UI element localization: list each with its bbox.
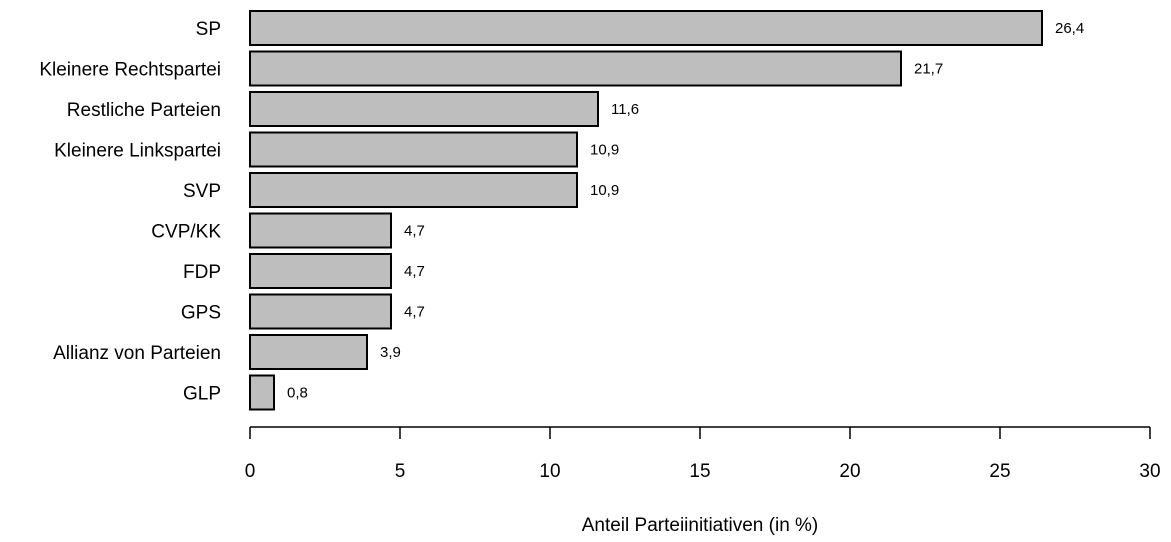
- bar-kleinere-linkspartei: [249, 131, 578, 168]
- x-tick-label-20: 20: [839, 461, 860, 482]
- category-label-cvp-kk: CVP/KK: [151, 222, 221, 243]
- x-axis-title: Anteil Parteiinitiativen (in %): [582, 515, 819, 536]
- category-labels: SP Kleinere Rechtspartei Restliche Parteie…: [39, 19, 221, 405]
- value-label-kleinere-linkspartei: 10,9: [590, 142, 619, 159]
- value-label-cvp-kk: 4,7: [404, 223, 425, 240]
- bar-sp: [249, 10, 1043, 46]
- x-tick-label-5: 5: [395, 461, 406, 482]
- bars-layer: [249, 10, 1043, 411]
- x-tick-label-25: 25: [989, 461, 1010, 482]
- bar-glp: [249, 374, 275, 411]
- bar-restliche-parteien: [249, 91, 599, 127]
- category-label-restliche-parteien: Restliche Parteien: [67, 100, 221, 121]
- x-tick-label-15: 15: [689, 461, 710, 482]
- bar-svp: [249, 172, 578, 208]
- value-label-kleinere-rechtspartei: 21,7: [914, 61, 943, 78]
- category-label-gps: GPS: [181, 303, 221, 324]
- value-label-gps: 4,7: [404, 304, 425, 321]
- category-label-fdp: FDP: [183, 262, 221, 283]
- bar-cvp-kk: [249, 212, 392, 249]
- category-label-glp: GLP: [183, 384, 221, 405]
- category-label-sp: SP: [196, 19, 221, 40]
- category-label-svp: SVP: [183, 181, 221, 202]
- category-label-kleinere-linkspartei: Kleinere Linkspartei: [54, 141, 221, 162]
- x-tick-label-30: 30: [1139, 461, 1160, 482]
- bar-gps: [249, 293, 392, 330]
- bar-fdp: [249, 253, 392, 289]
- bar-kleinere-rechtspartei: [249, 50, 902, 87]
- value-label-glp: 0,8: [287, 385, 308, 402]
- value-label-sp: 26,4: [1055, 20, 1084, 37]
- value-label-restliche-parteien: 11,6: [611, 101, 639, 118]
- bar-allianz-von-parteien: [249, 334, 368, 370]
- x-axis: 0 5 10 15 20 25 30: [245, 426, 1161, 482]
- category-label-allianz-von-parteien: Allianz von Parteien: [53, 343, 221, 364]
- value-label-allianz-von-parteien: 3,9: [380, 344, 401, 361]
- x-tick-label-0: 0: [245, 461, 256, 482]
- value-label-fdp: 4,7: [404, 263, 425, 280]
- x-tick-label-10: 10: [539, 461, 560, 482]
- value-labels: 26,4 21,7 11,6 10,9 10,9 4,7 4,7 4,7 3,9 0,8: [287, 20, 1084, 402]
- category-label-kleinere-rechtspartei: Kleinere Rechtspartei: [39, 60, 221, 81]
- value-label-svp: 10,9: [590, 182, 619, 199]
